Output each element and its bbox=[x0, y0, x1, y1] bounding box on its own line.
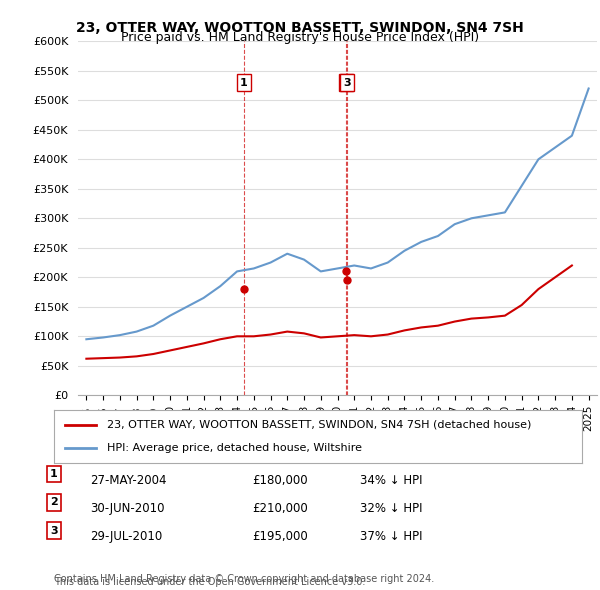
Text: HPI: Average price, detached house, Wiltshire: HPI: Average price, detached house, Wilt… bbox=[107, 443, 362, 453]
Text: 23, OTTER WAY, WOOTTON BASSETT, SWINDON, SN4 7SH: 23, OTTER WAY, WOOTTON BASSETT, SWINDON,… bbox=[76, 21, 524, 35]
Text: 34% ↓ HPI: 34% ↓ HPI bbox=[360, 474, 422, 487]
Text: 29-JUL-2010: 29-JUL-2010 bbox=[90, 530, 162, 543]
Text: 3: 3 bbox=[50, 526, 58, 536]
Text: Price paid vs. HM Land Registry's House Price Index (HPI): Price paid vs. HM Land Registry's House … bbox=[121, 31, 479, 44]
Text: £195,000: £195,000 bbox=[252, 530, 308, 543]
Text: 30-JUN-2010: 30-JUN-2010 bbox=[90, 502, 164, 515]
Text: 1: 1 bbox=[240, 78, 248, 87]
Text: 2: 2 bbox=[50, 497, 58, 507]
Text: 27-MAY-2004: 27-MAY-2004 bbox=[90, 474, 167, 487]
Text: 23, OTTER WAY, WOOTTON BASSETT, SWINDON, SN4 7SH (detached house): 23, OTTER WAY, WOOTTON BASSETT, SWINDON,… bbox=[107, 420, 531, 430]
Text: £210,000: £210,000 bbox=[252, 502, 308, 515]
Text: 37% ↓ HPI: 37% ↓ HPI bbox=[360, 530, 422, 543]
Text: 3: 3 bbox=[343, 78, 351, 87]
Text: This data is licensed under the Open Government Licence v3.0.: This data is licensed under the Open Gov… bbox=[54, 577, 365, 587]
Text: £180,000: £180,000 bbox=[252, 474, 308, 487]
Text: 2: 2 bbox=[342, 78, 350, 87]
Text: 1: 1 bbox=[50, 469, 58, 479]
Text: Contains HM Land Registry data © Crown copyright and database right 2024.: Contains HM Land Registry data © Crown c… bbox=[54, 574, 434, 584]
Text: 32% ↓ HPI: 32% ↓ HPI bbox=[360, 502, 422, 515]
